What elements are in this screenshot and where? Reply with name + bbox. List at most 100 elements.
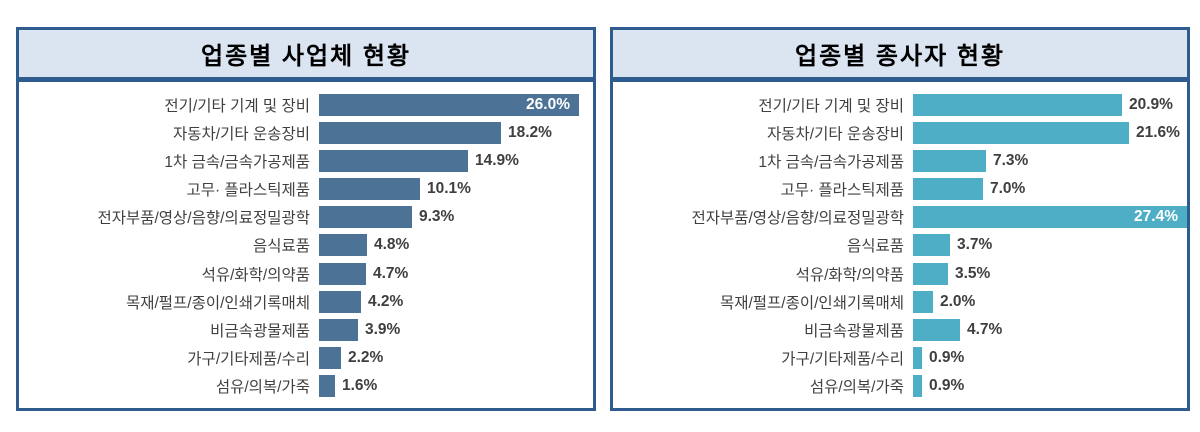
- value-label: 0.9%: [929, 348, 965, 366]
- chart-row: 1차 금속/금속가공제품 7.3%: [613, 147, 1177, 175]
- chart-row: 가구/기타제품/수리 2.2%: [19, 344, 583, 372]
- bar: [319, 178, 420, 201]
- value-label: 20.9%: [1129, 96, 1173, 113]
- chart-row: 음식료품 3.7%: [613, 231, 1177, 259]
- category-label: 음식료품: [846, 238, 904, 256]
- category-label: 가구/기타제품/수리: [781, 350, 904, 368]
- value-label: 3.7%: [957, 236, 993, 254]
- value-label: 4.7%: [967, 320, 1003, 338]
- category-label: 섬유/의복/가죽: [809, 378, 904, 396]
- chart-row: 목재/펄프/종이/인쇄기록매체 4.2%: [19, 288, 583, 316]
- category-label: 섬유/의복/가죽: [215, 378, 310, 396]
- bar-cell: 4.2%: [319, 288, 583, 316]
- chart-row: 전기/기타 기계 및 장비 20.9%: [613, 91, 1177, 119]
- category-label: 비금속광물제품: [804, 322, 904, 340]
- bar-cell: 27.4%: [913, 203, 1187, 231]
- category-label: 1차 금속/금속가공제품: [164, 154, 310, 172]
- category-label: 비금속광물제품: [210, 322, 310, 340]
- bar: [319, 346, 341, 369]
- bar: [913, 234, 950, 257]
- category-label: 자동차/기타 운송장비: [767, 126, 904, 144]
- bar: [913, 346, 922, 369]
- chart-row: 가구/기타제품/수리 0.9%: [613, 344, 1177, 372]
- chart-row: 석유/화학/의약품 4.7%: [19, 260, 583, 288]
- bar: [913, 374, 922, 397]
- bar: [319, 150, 468, 173]
- value-label: 3.9%: [365, 320, 401, 338]
- bar-cell: 18.2%: [319, 119, 583, 147]
- value-label: 1.6%: [342, 376, 378, 394]
- bar: [319, 374, 335, 397]
- bar-cell: 3.5%: [913, 260, 1177, 288]
- chart-row: 음식료품 4.8%: [19, 231, 583, 259]
- bar: [913, 122, 1129, 145]
- bar-cell: 7.0%: [913, 175, 1177, 203]
- bar-cell: 0.9%: [913, 372, 1177, 400]
- bar: [913, 150, 986, 173]
- bar-cell: 26.0%: [319, 91, 583, 119]
- bar: [319, 206, 412, 229]
- bar-cell: 0.9%: [913, 344, 1177, 372]
- bar: [319, 234, 367, 257]
- bar-cell: 4.8%: [319, 231, 583, 259]
- bar-cell: 21.6%: [913, 119, 1180, 147]
- bar-cell: 3.9%: [319, 316, 583, 344]
- value-label: 27.4%: [1134, 208, 1178, 226]
- category-label: 1차 금속/금속가공제품: [758, 154, 904, 172]
- chart-row: 1차 금속/금속가공제품 14.9%: [19, 147, 583, 175]
- bar-cell: 9.3%: [319, 203, 583, 231]
- chart-panel-workers: 업종별 종사자 현황 전기/기타 기계 및 장비 20.9% 자동차/기타 운송장비…: [610, 27, 1190, 432]
- chart-row: 섬유/의복/가죽 1.6%: [19, 372, 583, 400]
- chart-row: 자동차/기타 운송장비 21.6%: [613, 119, 1180, 147]
- value-label: 9.3%: [419, 208, 455, 226]
- value-label: 0.9%: [929, 376, 965, 394]
- bar: [913, 262, 948, 285]
- bar-cell: 2.0%: [913, 288, 1177, 316]
- chart-row: 목재/펄프/종이/인쇄기록매체 2.0%: [613, 288, 1177, 316]
- chart-row: 전자부품/영상/음향/의료정밀광학 27.4%: [613, 203, 1187, 231]
- value-label: 7.3%: [993, 152, 1029, 170]
- bar: [319, 290, 361, 313]
- category-label: 전자부품/영상/음향/의료정밀광학: [97, 210, 310, 228]
- value-label: 4.2%: [368, 292, 404, 310]
- bar-cell: 7.3%: [913, 147, 1177, 175]
- chart-row: 고무· 플라스틱제품 7.0%: [613, 175, 1177, 203]
- bar: [913, 94, 1122, 116]
- value-label: 18.2%: [508, 124, 552, 142]
- bar-chart-businesses: 전기/기타 기계 및 장비 26.0% 자동차/기타 운송장비 18.2% 1차 금속/…: [16, 79, 596, 411]
- chart-row: 섬유/의복/가죽 0.9%: [613, 372, 1177, 400]
- value-label: 21.6%: [1136, 124, 1180, 142]
- bar-chart-workers: 전기/기타 기계 및 장비 20.9% 자동차/기타 운송장비 21.6% 1차 금속/…: [610, 79, 1190, 411]
- bar-cell: 2.2%: [319, 344, 583, 372]
- bar: [319, 318, 358, 341]
- chart-row: 석유/화학/의약품 3.5%: [613, 260, 1177, 288]
- value-label: 4.8%: [374, 236, 410, 254]
- value-label: 10.1%: [427, 180, 471, 198]
- category-label: 고무· 플라스틱제품: [780, 182, 904, 200]
- value-label: 2.2%: [348, 348, 384, 366]
- bar-cell: 10.1%: [319, 175, 583, 203]
- chart-row: 전자부품/영상/음향/의료정밀광학 9.3%: [19, 203, 583, 231]
- chart-title-workers: 업종별 종사자 현황: [610, 27, 1190, 80]
- chart-row: 자동차/기타 운송장비 18.2%: [19, 119, 583, 147]
- category-label: 석유/화학/의약품: [201, 266, 310, 284]
- value-label: 14.9%: [475, 152, 519, 170]
- bar: [319, 262, 366, 285]
- bar: [319, 122, 501, 145]
- value-label: 2.0%: [940, 292, 976, 310]
- category-label: 전기/기타 기계 및 장비: [164, 98, 310, 115]
- bar-cell: 4.7%: [319, 260, 583, 288]
- bar-cell: 3.7%: [913, 231, 1177, 259]
- chart-title-businesses: 업종별 사업체 현황: [16, 27, 596, 80]
- value-label: 7.0%: [990, 180, 1026, 198]
- chart-panel-businesses: 업종별 사업체 현황 전기/기타 기계 및 장비 26.0% 자동차/기타 운송장비…: [16, 27, 596, 432]
- chart-row: 고무· 플라스틱제품 10.1%: [19, 175, 583, 203]
- value-label: 3.5%: [955, 264, 991, 282]
- category-label: 음식료품: [252, 238, 310, 256]
- bar-cell: 1.6%: [319, 372, 583, 400]
- chart-row: 전기/기타 기계 및 장비 26.0%: [19, 91, 583, 119]
- chart-row: 비금속광물제품 3.9%: [19, 316, 583, 344]
- value-label: 26.0%: [526, 96, 570, 113]
- bar: [913, 290, 933, 313]
